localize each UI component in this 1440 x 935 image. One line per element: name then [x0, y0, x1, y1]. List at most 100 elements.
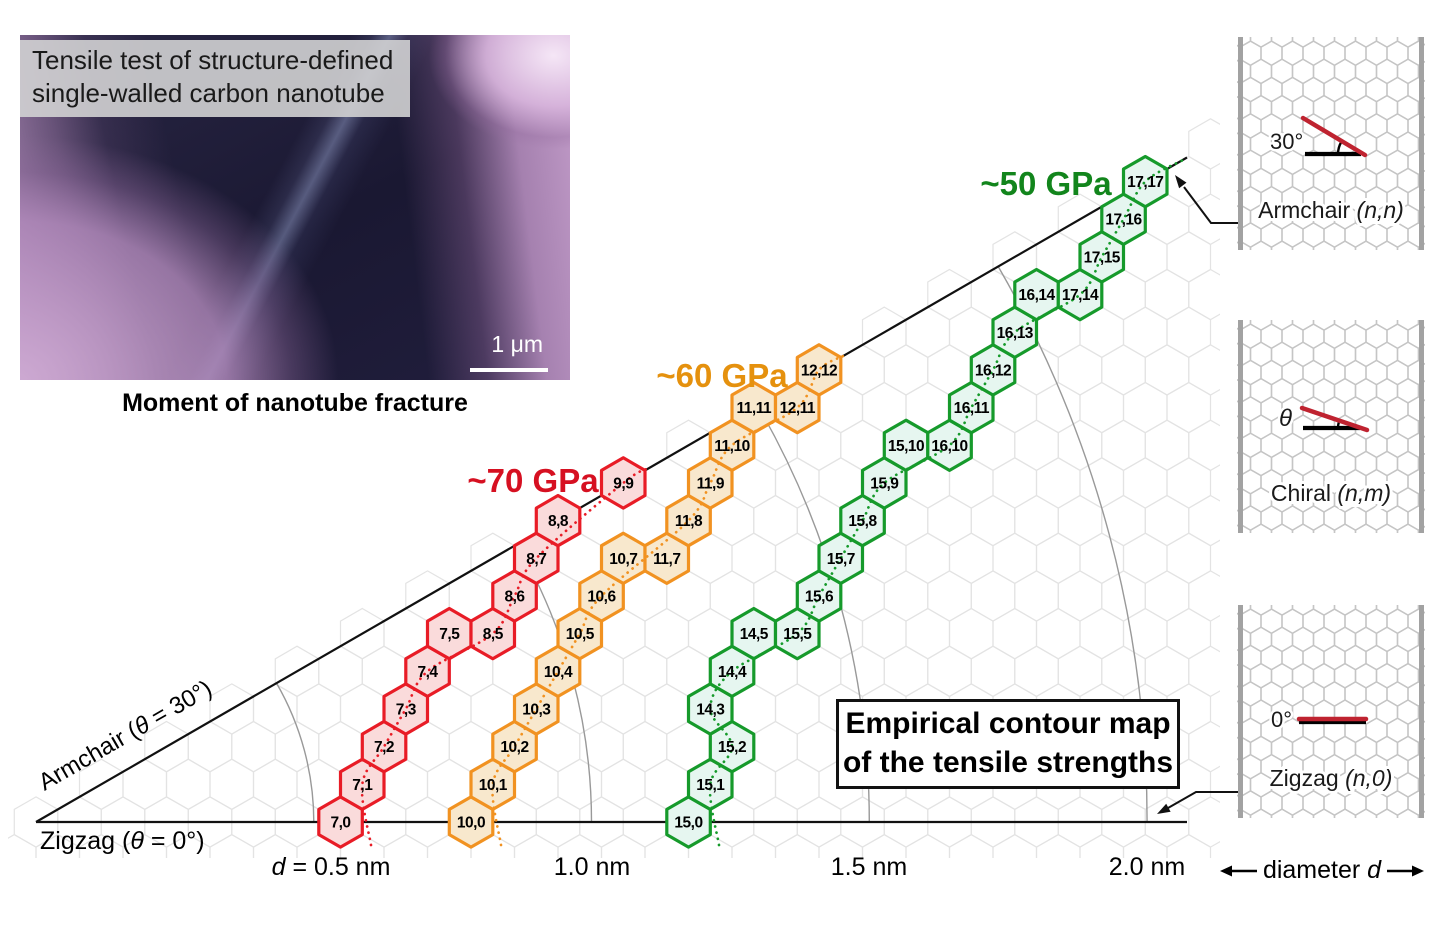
lattice-cell — [1014, 419, 1059, 472]
chirality-labels: 7,0 7,1 7,2 7,3 7,4 7,5 8,5 8,6 8,7 8,8 9,9 10,0 10,… — [330, 174, 1163, 831]
lattice-cell — [122, 758, 168, 811]
lattice-cell — [1057, 645, 1103, 698]
mesh-cell — [1333, 605, 1357, 616]
mesh-cell — [1375, 605, 1399, 616]
mesh-cell — [1291, 37, 1315, 48]
lattice-cell — [948, 532, 994, 585]
chirality-hexagon — [795, 343, 843, 397]
title-line1: Empirical contour map — [845, 707, 1171, 740]
chirality-label: 16,12 — [975, 362, 1011, 379]
chirality-label: 10,0 — [457, 815, 485, 832]
mesh-cell — [1270, 320, 1294, 331]
mesh-cell — [1312, 808, 1336, 818]
chirality-label: 11,11 — [737, 400, 772, 417]
scale-bar-label: 1 μm — [491, 331, 543, 357]
lattice-cell — [1188, 720, 1220, 773]
lattice-cell — [905, 833, 951, 858]
lattice-cell — [209, 758, 255, 811]
mesh-cell — [1417, 810, 1425, 818]
mesh-cell — [1417, 416, 1425, 438]
chirality-label: 14,4 — [718, 664, 747, 681]
chirality-label: 11,9 — [697, 476, 725, 493]
lattice-cell — [1122, 607, 1168, 660]
lattice-cell — [753, 494, 798, 547]
mesh-cell — [1312, 523, 1336, 533]
lattice-cell — [600, 683, 646, 735]
mesh-cell — [1396, 240, 1420, 250]
mesh-cell — [1354, 808, 1378, 818]
diameter-arc — [275, 682, 315, 823]
chirality-label: 15,0 — [674, 815, 702, 832]
chirality-label: 7,2 — [374, 739, 394, 756]
mesh-cell — [1396, 320, 1420, 331]
lattice-cell — [1188, 268, 1220, 321]
mesh-cell — [1270, 523, 1294, 533]
chirality-label: 15,8 — [848, 513, 877, 530]
tube-name-label: Zigzag (n,0) — [1270, 765, 1393, 791]
lattice-cell — [274, 720, 320, 773]
lattice-cell — [231, 720, 276, 773]
lattice-cell — [1079, 381, 1125, 434]
lattice-cell — [927, 645, 972, 698]
tube-name-label: Armchair (n,n) — [1258, 197, 1404, 223]
lattice-cell — [1144, 494, 1190, 547]
lattice-cell — [970, 645, 1016, 698]
mesh-cell — [1333, 37, 1357, 48]
lattice-cell — [165, 758, 211, 811]
angle-label: 30° — [1270, 129, 1303, 154]
chirality-hexagon — [1121, 154, 1169, 209]
lattice-cell — [1057, 570, 1103, 622]
lattice-cell — [948, 607, 994, 660]
mesh-cell — [1291, 523, 1315, 533]
lattice-cell — [1057, 344, 1103, 396]
lattice-cell — [774, 683, 820, 735]
lattice-cell — [1122, 457, 1168, 509]
mesh-cell — [1291, 320, 1315, 331]
mesh-cell — [1354, 240, 1378, 250]
lattice-cell — [1014, 494, 1059, 547]
lattice-cell — [731, 532, 777, 585]
mesh-cell — [1417, 206, 1425, 228]
mesh-cell — [1375, 523, 1399, 533]
mesh-cell — [1249, 808, 1273, 818]
chirality-label: 16,13 — [997, 325, 1034, 342]
connector-arrowhead — [1175, 175, 1187, 189]
chirality-label: 15,5 — [783, 626, 812, 643]
sem-micrograph: Tensile test of structure-defined single… — [20, 35, 570, 380]
mesh-cell — [1417, 169, 1425, 192]
lattice-cell — [1122, 381, 1168, 434]
mesh-cell — [1417, 628, 1425, 650]
chirality-hexagon — [534, 493, 582, 548]
lattice-cell — [905, 532, 951, 585]
chirality-label: 8,7 — [526, 551, 546, 568]
armchair-tube-figure: 30° Armchair (n,n) — [1237, 37, 1425, 250]
chirality-label: 7,1 — [352, 777, 373, 794]
scale-bar — [470, 368, 548, 372]
mesh-cell — [1333, 320, 1357, 331]
connector-line — [1183, 186, 1240, 224]
chirality-label: 16,11 — [954, 400, 990, 417]
lattice-cell — [622, 645, 668, 698]
diameter-label: diameter d — [1262, 856, 1382, 884]
mesh-cell — [1396, 808, 1420, 818]
mesh-cell — [1375, 37, 1399, 48]
lattice-cell — [1057, 419, 1103, 472]
mesh-cell — [1249, 320, 1273, 331]
contour-dotted-line — [360, 466, 651, 847]
mesh-cell — [1354, 523, 1378, 533]
mesh-cell — [1417, 774, 1425, 796]
lattice-cell — [1166, 231, 1212, 283]
lattice-cell — [948, 833, 994, 858]
tube-mesh — [1237, 320, 1425, 533]
chirality-label: 10,1 — [479, 777, 508, 794]
lattice-cell — [644, 607, 690, 660]
lattice-cell — [209, 833, 255, 858]
chiral-vector-line — [1300, 115, 1368, 158]
lattice-cell — [1057, 494, 1103, 547]
chirality-label: 12,11 — [780, 400, 816, 417]
mesh-cell — [1417, 97, 1425, 119]
lattice-cell — [796, 720, 842, 773]
mesh-cell — [1354, 37, 1378, 48]
tube-mesh — [1237, 37, 1425, 250]
zigzag-tube-figure: 0° Zigzag (n,0) — [1237, 605, 1425, 818]
